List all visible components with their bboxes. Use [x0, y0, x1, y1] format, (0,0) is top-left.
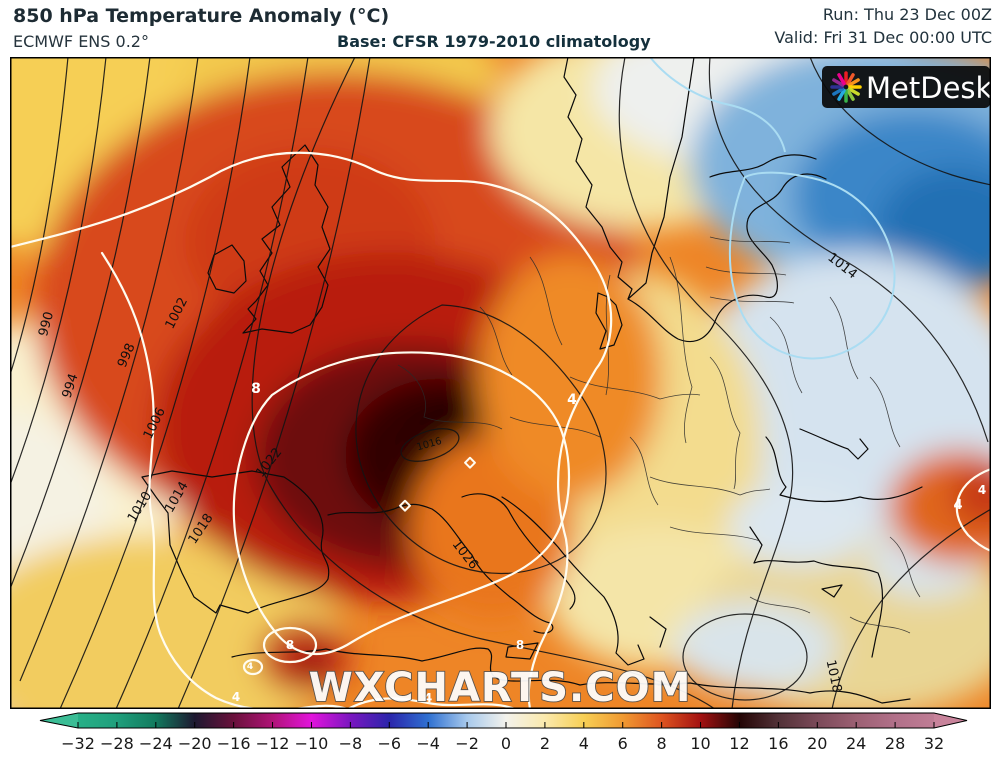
- extreme-marker-diamond: [464, 456, 476, 469]
- pinwheel-ray: [846, 73, 855, 86]
- anomaly-contour-label: 4: [424, 691, 432, 705]
- metdesk-pinwheel-icon: [830, 71, 862, 103]
- isobar-label: 990: [36, 310, 57, 338]
- page-title: 850 hPa Temperature Anomaly (°C): [13, 5, 390, 27]
- colorbar-left-arrow: [40, 713, 78, 728]
- colorbar-tick-label: 24: [846, 734, 866, 753]
- anomaly-contour-label: 4: [978, 483, 986, 497]
- colorbar-tick-label: −10: [295, 734, 329, 753]
- country-borders: [397, 236, 921, 634]
- colorbar-tick-label: 0: [501, 734, 511, 753]
- cold-anomaly-contours: [649, 57, 896, 360]
- climatology-base-label: Base: CFSR 1979-2010 climatology: [337, 32, 651, 51]
- pinwheel-ray: [837, 88, 846, 101]
- colorbar: −32 −28 −24 −20 −16 −12 −10 −8 −6 −4 −2 0 2 4 6 8 10 12 16…: [39, 712, 968, 753]
- anomaly-contour-label: 4: [567, 392, 577, 408]
- anomaly-contour-label: 8: [516, 638, 524, 652]
- colorbar-gradient-bar: [78, 713, 934, 728]
- pinwheel-ray: [846, 88, 855, 101]
- watermark: WXCHARTS.COM: [309, 665, 692, 709]
- colorbar-tick-label: 10: [690, 734, 710, 753]
- anomaly-contour-label: 8: [251, 381, 261, 397]
- pinwheel-ray: [832, 87, 845, 96]
- run-time-label: Run: Thu 23 Dec 00Z: [822, 5, 992, 24]
- colorbar-tick-label: −2: [455, 734, 479, 753]
- metdesk-logo: MetDesk: [822, 66, 991, 108]
- colorbar-tick-label: −20: [178, 734, 212, 753]
- colorbar-tick-label: −24: [139, 734, 173, 753]
- anomaly-contour-label: 4: [953, 498, 962, 513]
- colorbar-tick-label: 28: [885, 734, 905, 753]
- pinwheel-ray: [847, 87, 860, 96]
- colorbar-tick-label: −16: [217, 734, 251, 753]
- isobar-label: 994: [60, 372, 82, 400]
- colorbar-tick-label: −28: [100, 734, 134, 753]
- isobar-label: 1018: [823, 659, 845, 694]
- anomaly-contour-label: 4: [247, 662, 253, 672]
- extreme-marker-diamond: [399, 499, 411, 512]
- valid-time-label: Valid: Fri 31 Dec 00:00 UTC: [774, 28, 992, 47]
- pinwheel-ray: [837, 73, 846, 86]
- colorbar-tick-label: 2: [540, 734, 550, 753]
- colorbar-tick-label: −12: [256, 734, 290, 753]
- colorbar-tick-label: 32: [924, 734, 944, 753]
- coastlines: [141, 57, 923, 704]
- anomaly-contour-label: 4: [232, 690, 240, 704]
- anomaly-contour-label: 8: [286, 638, 294, 652]
- colorbar-tick-label: 20: [807, 734, 827, 753]
- colorbar-tick-label: 16: [768, 734, 788, 753]
- map-border: [10, 57, 991, 709]
- anomaly-contours: [10, 151, 991, 709]
- colorbar-tick-label: 4: [579, 734, 589, 753]
- pinwheel-ray: [847, 78, 860, 87]
- colorbar-tick-label: −4: [416, 734, 440, 753]
- pinwheel-ray: [832, 78, 845, 87]
- colorbar-tick-label: −32: [61, 734, 95, 753]
- colorbar-tick-label: −6: [377, 734, 401, 753]
- colorbar-tick-label: 6: [618, 734, 628, 753]
- colorbar-right-arrow: [934, 713, 967, 728]
- metdesk-logo-text: MetDesk: [866, 71, 991, 105]
- colorbar-tick-label: 8: [657, 734, 667, 753]
- isobar-contours: [10, 57, 991, 709]
- colorbar-tick-label: −8: [339, 734, 363, 753]
- colorbar-tick-label: 12: [729, 734, 749, 753]
- model-label: ECMWF ENS 0.2°: [13, 32, 149, 51]
